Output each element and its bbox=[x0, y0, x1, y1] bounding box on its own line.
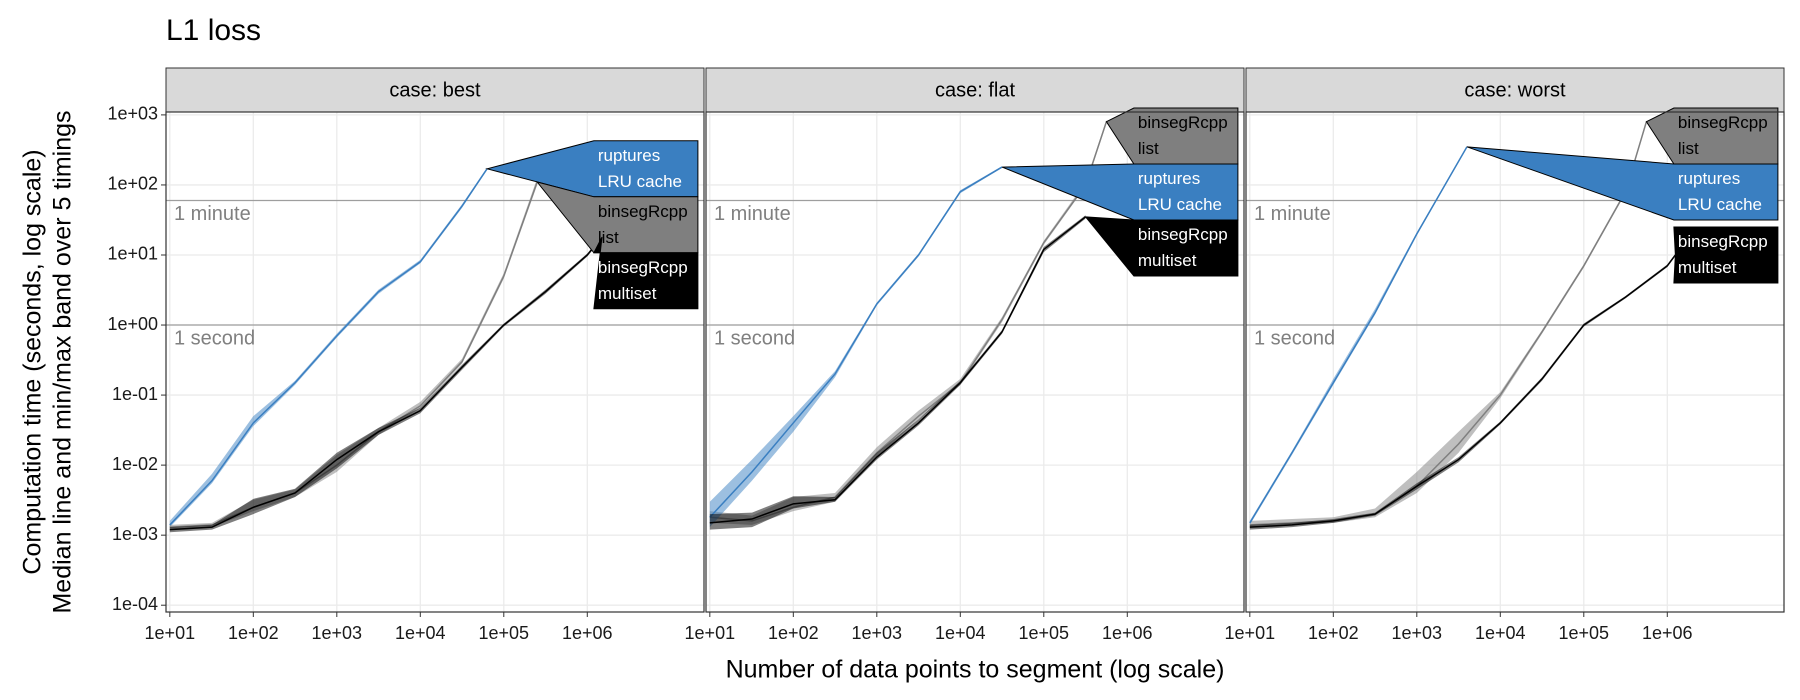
median-line bbox=[169, 168, 488, 526]
label-pointer bbox=[1645, 107, 1779, 165]
series-label: binsegRcpp list bbox=[597, 201, 688, 247]
label-pointer bbox=[1084, 216, 1239, 277]
x-tick-label: 1e+06 bbox=[562, 623, 613, 643]
reference-label: 1 second bbox=[174, 327, 255, 349]
label-pointer bbox=[593, 236, 699, 310]
label-pointer bbox=[1466, 146, 1779, 221]
y-tick-label: 1e-04 bbox=[112, 594, 158, 614]
x-tick-label: 1e+02 bbox=[228, 623, 279, 643]
x-tick-label: 1e+05 bbox=[479, 623, 530, 643]
median-line bbox=[1249, 146, 1468, 524]
min-max-band bbox=[1249, 120, 1647, 528]
min-max-band bbox=[709, 166, 1003, 528]
x-tick-label: 1e+04 bbox=[395, 623, 446, 643]
x-tick-label: 1e+03 bbox=[312, 623, 363, 643]
series-label: binsegRcpp multiset bbox=[1137, 225, 1228, 270]
y-tick-label: 1e+03 bbox=[107, 104, 158, 124]
reference-label: 1 minute bbox=[174, 203, 251, 225]
median-line bbox=[169, 236, 603, 531]
label-pointer bbox=[1001, 163, 1239, 221]
y-tick-label: 1e+00 bbox=[107, 314, 158, 334]
x-tick-label: 1e+04 bbox=[1475, 623, 1526, 643]
series-label: binsegRcpp list bbox=[1677, 113, 1768, 158]
chart-title: L1 loss bbox=[166, 14, 261, 47]
strip bbox=[165, 67, 705, 113]
series-label: ruptures LRU cache bbox=[597, 145, 682, 191]
reference-label: 1 minute bbox=[714, 203, 791, 225]
median-line bbox=[1249, 254, 1676, 528]
y-axis-title: Median line and min/max band over 5 timi… bbox=[49, 110, 77, 613]
median-line bbox=[709, 216, 1087, 524]
facet-label: case: best bbox=[389, 79, 481, 101]
series-label: ruptures LRU cache bbox=[1677, 169, 1762, 214]
x-tick-label: 1e+01 bbox=[145, 623, 196, 643]
y-tick-label: 1e+02 bbox=[107, 174, 158, 194]
facet-label: case: flat bbox=[935, 79, 1015, 101]
x-tick-label: 1e+05 bbox=[1559, 623, 1610, 643]
series-label: binsegRcpp multiset bbox=[597, 257, 688, 303]
x-tick-label: 1e+02 bbox=[768, 623, 819, 643]
label-pointer bbox=[1105, 107, 1239, 165]
strip bbox=[1245, 67, 1785, 113]
series-label: binsegRcpp multiset bbox=[1677, 231, 1768, 277]
x-tick-label: 1e+01 bbox=[685, 623, 736, 643]
label-pointer bbox=[535, 181, 699, 254]
x-tick-label: 1e+04 bbox=[935, 623, 986, 643]
panel-border bbox=[1245, 111, 1785, 613]
y-tick-label: 1e-02 bbox=[112, 454, 158, 474]
y-tick-label: 1e-01 bbox=[112, 384, 158, 404]
y-tick-label: 1e+01 bbox=[107, 244, 158, 264]
label-pointer bbox=[1673, 226, 1779, 284]
panel-border bbox=[165, 111, 705, 613]
series-label: ruptures LRU cache bbox=[1137, 169, 1222, 214]
reference-label: 1 second bbox=[714, 327, 795, 349]
reference-label: 1 minute bbox=[1254, 203, 1331, 225]
x-tick-label: 1e+06 bbox=[1102, 623, 1153, 643]
y-axis-title: Computation time (seconds, log scale) bbox=[19, 149, 47, 574]
x-tick-label: 1e+03 bbox=[852, 623, 903, 643]
median-line bbox=[709, 166, 1003, 518]
reference-label: 1 second bbox=[1254, 327, 1335, 349]
x-tick-label: 1e+06 bbox=[1642, 623, 1693, 643]
series-label: binsegRcpp list bbox=[1137, 113, 1228, 158]
facet-label: case: worst bbox=[1464, 79, 1566, 101]
y-tick-label: 1e-03 bbox=[112, 524, 158, 544]
strip bbox=[705, 67, 1245, 113]
x-tick-label: 1e+03 bbox=[1392, 623, 1443, 643]
x-tick-label: 1e+01 bbox=[1225, 623, 1276, 643]
panel-border bbox=[705, 111, 1245, 613]
x-tick-label: 1e+05 bbox=[1019, 623, 1070, 643]
x-tick-label: 1e+02 bbox=[1308, 623, 1359, 643]
x-axis-title: Number of data points to segment (log sc… bbox=[726, 656, 1225, 684]
